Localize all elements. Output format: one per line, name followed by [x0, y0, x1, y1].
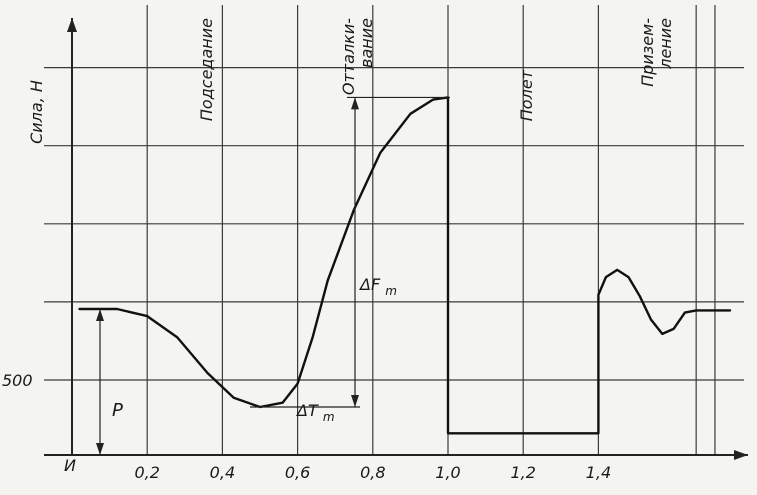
phase-label-line: Отталки-	[339, 18, 358, 95]
x-tick-label: 1,0	[435, 463, 460, 482]
y-axis-label: Сила, Н	[27, 80, 46, 144]
phase-label-line: ление	[656, 18, 675, 70]
phase-label-flight: Полет	[517, 69, 536, 121]
origin-label: И	[64, 456, 76, 475]
x-axis-arrow	[734, 450, 748, 460]
weight-arrow-bottom	[96, 443, 104, 455]
phase-label-landing: Призем-ление	[638, 18, 675, 87]
x-tick-label: 0,6	[285, 463, 310, 482]
x-tick-label: 1,4	[586, 463, 611, 482]
phase-label-push-off: Отталки-вание	[339, 18, 376, 95]
weight-label: P	[112, 400, 123, 421]
weight-arrow-top	[96, 309, 104, 321]
axis-layer	[44, 18, 748, 460]
delta-f-sub: m	[385, 284, 397, 298]
phase-label-line: Полет	[517, 69, 536, 121]
delta-f-main: ΔF	[358, 275, 381, 294]
delta-f-arrow-bottom	[351, 394, 359, 407]
delta-t-label: ΔT m	[295, 401, 335, 424]
phase-label-line: вание	[357, 18, 376, 68]
x-tick-label: 0,8	[360, 463, 385, 482]
x-tick-label: 0,4	[210, 463, 235, 482]
delta-t-sub: m	[323, 410, 335, 424]
annotation-layer	[96, 96, 450, 455]
delta-f-arrow-top	[351, 97, 359, 110]
x-tick-label: 1,2	[510, 463, 535, 482]
phase-label-line: Призем-	[638, 18, 657, 87]
phase-label-squat: Подседание	[197, 18, 216, 121]
force-curve	[78, 96, 732, 435]
delta-f-label: ΔF m	[358, 275, 397, 298]
y-tick-label: 500	[2, 371, 33, 390]
curve-layer	[78, 96, 732, 435]
y-axis-arrow	[67, 18, 77, 32]
x-tick-label: 0,2	[134, 463, 159, 482]
phase-label-line: Подседание	[197, 18, 216, 121]
delta-t-main: ΔT	[295, 401, 319, 420]
